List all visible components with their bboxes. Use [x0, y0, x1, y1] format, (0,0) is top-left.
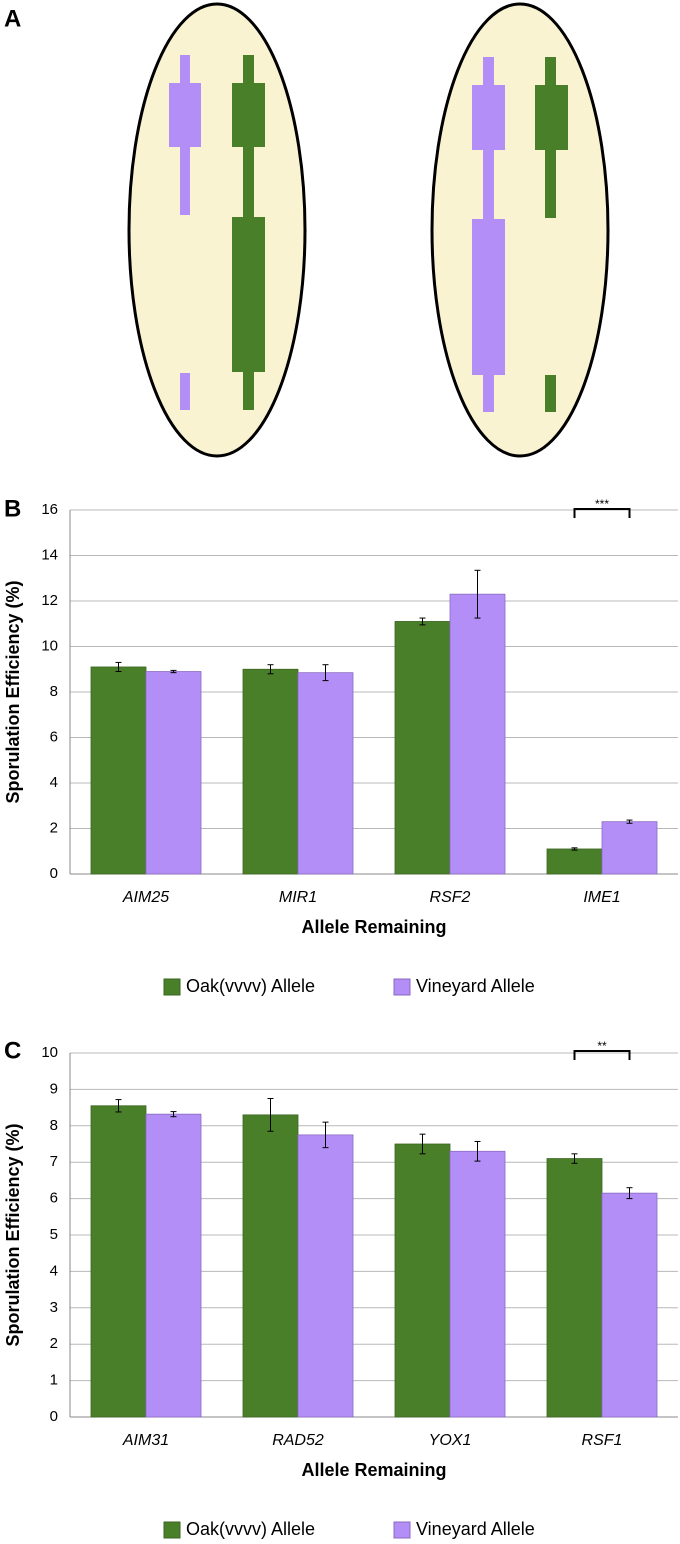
y-tick-label: 5	[50, 1226, 58, 1243]
panel-a: A	[4, 2, 610, 458]
significance-bracket	[573, 508, 631, 518]
chromosome-oak	[232, 55, 568, 412]
bar	[297, 672, 354, 875]
significance-bracket	[573, 1050, 631, 1060]
bar	[394, 621, 451, 875]
chromosome-vineyard	[169, 55, 505, 412]
y-tick-label: 7	[50, 1153, 58, 1170]
bar	[297, 1134, 354, 1418]
legend-label: Oak(vvvv) Allele	[186, 1519, 315, 1539]
x-tick-label: MIR1	[279, 889, 317, 906]
y-tick-label: 8	[50, 1117, 58, 1134]
bar	[546, 1158, 603, 1418]
x-tick-label: RSF1	[582, 1432, 623, 1449]
legend-label: Oak(vvvv) Allele	[186, 976, 315, 996]
x-tick-label: AIM25	[122, 889, 169, 906]
cell	[430, 2, 610, 458]
bar	[449, 1150, 506, 1418]
y-axis-title: Sporulation Efficiency (%)	[3, 580, 23, 803]
y-tick-label: 3	[50, 1299, 58, 1316]
y-tick-label: 6	[50, 728, 58, 745]
panel-label: B	[4, 495, 21, 522]
legend-label: Vineyard Allele	[416, 1519, 535, 1539]
y-tick-label: 14	[41, 546, 58, 563]
x-tick-label: AIM31	[122, 1432, 169, 1449]
bar	[90, 1105, 147, 1418]
y-tick-label: 12	[41, 592, 58, 609]
x-tick-label: IME1	[583, 889, 620, 906]
y-tick-label: 0	[50, 865, 58, 882]
y-tick-label: 9	[50, 1080, 58, 1097]
bar	[145, 1113, 202, 1418]
y-tick-label: 1	[50, 1372, 58, 1389]
x-tick-label: YOX1	[429, 1432, 472, 1449]
bar	[394, 1143, 451, 1418]
bar	[449, 593, 506, 875]
panel-label: A	[4, 5, 21, 32]
y-tick-label: 10	[41, 637, 58, 654]
x-axis-title: Allele Remaining	[301, 917, 446, 937]
bar	[601, 821, 658, 875]
y-tick-label: 0	[50, 1408, 58, 1425]
bar	[90, 666, 147, 875]
y-tick-label: 6	[50, 1190, 58, 1207]
bar	[546, 848, 603, 875]
y-axis-title: Sporulation Efficiency (%)	[3, 1123, 23, 1346]
y-tick-label: 2	[50, 819, 58, 836]
y-tick-label: 8	[50, 683, 58, 700]
legend-swatch	[393, 978, 411, 996]
y-tick-label: 2	[50, 1335, 58, 1352]
legend-swatch	[163, 1521, 181, 1539]
bar	[601, 1192, 658, 1418]
y-tick-label: 16	[41, 501, 58, 518]
bar	[242, 668, 299, 875]
legend-label: Vineyard Allele	[416, 976, 535, 996]
legend-swatch	[393, 1521, 411, 1539]
panel-label: C	[4, 1037, 21, 1064]
x-tick-label: RSF2	[430, 889, 471, 906]
bar	[145, 671, 202, 875]
x-tick-label: RAD52	[272, 1432, 324, 1449]
cell	[127, 2, 307, 458]
significance-label: **	[597, 1039, 607, 1053]
x-axis-title: Allele Remaining	[301, 1460, 446, 1480]
bar	[242, 1114, 299, 1418]
y-tick-label: 4	[50, 1262, 58, 1279]
legend-swatch	[163, 978, 181, 996]
y-tick-label: 10	[41, 1044, 58, 1061]
significance-label: ***	[595, 497, 609, 511]
y-tick-label: 4	[50, 774, 58, 791]
